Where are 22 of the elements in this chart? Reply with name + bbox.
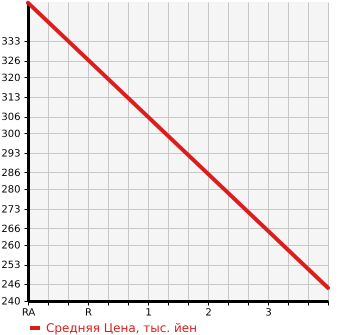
- y-tick-label: 260: [1, 240, 20, 252]
- legend-label: Средняя Цена, тыс. йен: [46, 321, 198, 335]
- y-tick-label: 280: [1, 184, 20, 196]
- y-tick-label: 253: [1, 260, 20, 272]
- x-tick-label: R: [85, 308, 92, 318]
- y-tick-label: 300: [1, 128, 20, 140]
- y-tick-label: 320: [1, 72, 20, 84]
- x-tick-label: 1: [145, 308, 152, 318]
- x-tick-label: 2: [205, 308, 212, 318]
- x-tick-label: RA: [22, 308, 36, 318]
- x-tick-label: 3: [265, 308, 272, 318]
- y-tick-label: 333: [1, 36, 20, 48]
- y-tick-label: 306: [1, 112, 20, 124]
- y-tick-label: 293: [1, 148, 20, 160]
- y-tick-label: 240: [1, 296, 20, 308]
- y-tick-label: 326: [1, 56, 20, 68]
- line-series: [26, 0, 330, 290]
- y-tick-label: 286: [1, 168, 20, 179]
- y-tick-label: 246: [1, 280, 20, 291]
- y-tick-label: 273: [1, 204, 20, 216]
- y-tick-label: 313: [1, 92, 20, 104]
- y-tick-label: 266: [1, 224, 20, 235]
